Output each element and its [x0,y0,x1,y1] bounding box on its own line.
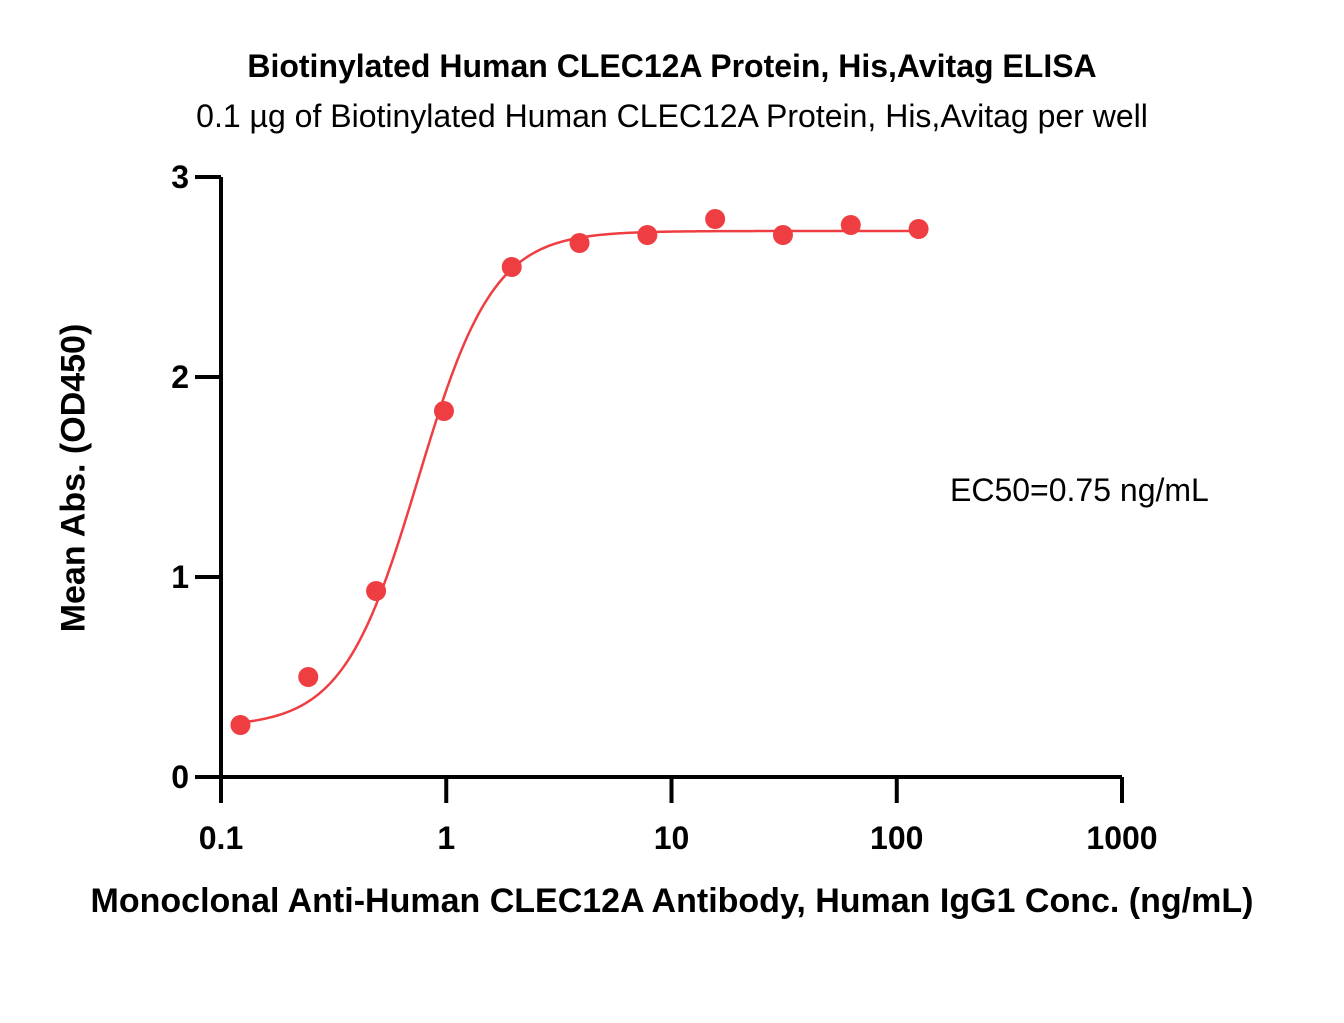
data-point [366,581,387,601]
data-points-layer [230,209,929,735]
axes: 0.1 1 10 100 1000 0 1 2 3 [171,159,1157,856]
data-point [501,257,522,277]
data-point [840,215,861,235]
fit-curve-layer [240,229,919,724]
y-tick-label: 3 [171,159,189,195]
data-point [230,715,251,735]
chart-subtitle: 0.1 µg of Biotinylated Human CLEC12A Pro… [196,98,1148,134]
data-point [908,219,929,239]
ec50-annotation: EC50=0.75 ng/mL [950,472,1209,508]
x-tick-label: 1000 [1086,820,1157,856]
data-point [433,401,454,421]
y-tick-label: 0 [171,759,189,795]
x-axis-label: Monoclonal Anti-Human CLEC12A Antibody, … [90,882,1254,920]
x-tick-label: 10 [654,820,690,856]
x-tick-label: 100 [870,820,923,856]
y-tick-label: 2 [171,359,189,395]
fit-curve [240,229,919,724]
y-tick-label: 1 [171,559,189,595]
data-point [705,209,726,229]
chart-title: Biotinylated Human CLEC12A Protein, His,… [247,48,1097,84]
data-point [772,225,793,245]
x-tick-label: 0.1 [199,820,243,856]
data-point [637,225,658,245]
data-point [569,233,590,253]
x-tick-label: 1 [437,820,455,856]
data-point [298,667,319,687]
